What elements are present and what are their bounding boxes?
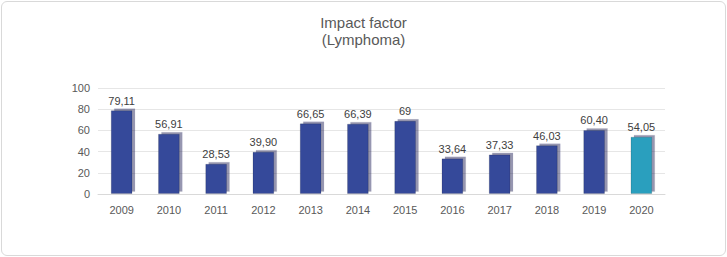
svg-text:2015: 2015 xyxy=(393,204,417,216)
svg-text:79,11: 79,11 xyxy=(108,95,135,107)
svg-text:56,91: 56,91 xyxy=(155,118,183,130)
svg-text:2013: 2013 xyxy=(298,204,322,216)
svg-text:60: 60 xyxy=(78,124,90,136)
svg-text:2017: 2017 xyxy=(487,204,511,216)
svg-text:66,65: 66,65 xyxy=(297,108,325,120)
svg-text:40: 40 xyxy=(78,146,90,158)
svg-text:2020: 2020 xyxy=(629,204,653,216)
svg-text:2009: 2009 xyxy=(109,204,133,216)
svg-text:2011: 2011 xyxy=(204,204,228,216)
svg-text:0: 0 xyxy=(84,188,90,200)
svg-text:46,03: 46,03 xyxy=(533,130,561,142)
svg-text:100: 100 xyxy=(72,82,90,94)
svg-text:2019: 2019 xyxy=(582,204,606,216)
svg-text:69: 69 xyxy=(399,105,411,117)
svg-text:20: 20 xyxy=(78,167,90,179)
svg-text:60,40: 60,40 xyxy=(580,114,608,126)
svg-text:2014: 2014 xyxy=(346,204,370,216)
svg-text:2012: 2012 xyxy=(251,204,275,216)
svg-text:28,53: 28,53 xyxy=(202,148,230,160)
svg-text:33,64: 33,64 xyxy=(439,143,467,155)
svg-text:80: 80 xyxy=(78,103,90,115)
svg-text:66,39: 66,39 xyxy=(344,108,372,120)
svg-text:37,33: 37,33 xyxy=(486,139,514,151)
svg-text:Impact factor: Impact factor xyxy=(320,14,407,31)
svg-text:39,90: 39,90 xyxy=(250,136,278,148)
svg-text:2018: 2018 xyxy=(535,204,559,216)
svg-text:2016: 2016 xyxy=(440,204,464,216)
svg-text:2010: 2010 xyxy=(157,204,181,216)
svg-text:(Lymphoma): (Lymphoma) xyxy=(322,31,406,48)
svg-text:54,05: 54,05 xyxy=(628,121,656,133)
